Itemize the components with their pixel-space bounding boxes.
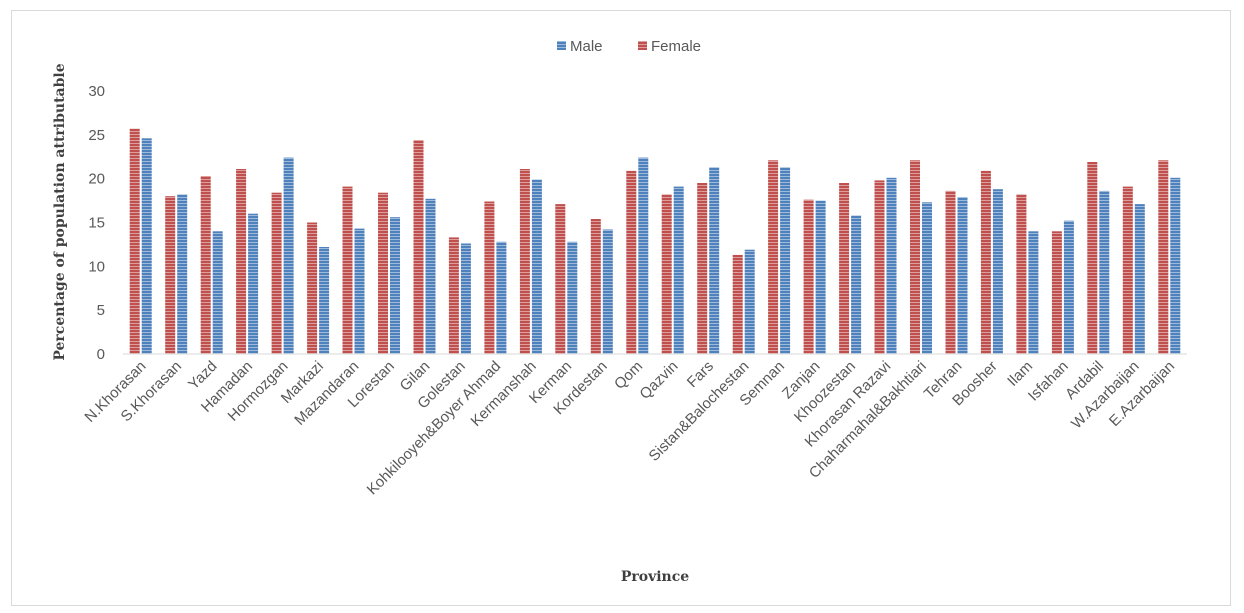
bar-male [1170,177,1181,354]
bar-female [874,180,885,354]
bar-male [354,228,365,354]
bar-male [248,213,259,354]
bar-female [803,199,814,354]
bar-male [709,167,720,354]
bar-female [1087,162,1098,354]
legend: Male Female [557,38,701,55]
bar-female [910,160,920,354]
bar-female [768,160,779,354]
bar-female [980,170,991,354]
bar-male [141,138,152,354]
bar-female [626,170,637,354]
bar-female [484,201,495,354]
bar-male [1028,231,1039,354]
y-axis: 0 5 10 15 20 25 30 [88,83,105,363]
bar-male [992,189,1003,354]
bar-male [1063,220,1074,354]
bar-female [1051,231,1062,354]
y-tick-label: 20 [88,171,105,188]
bar-female [590,219,601,354]
bar-male [744,249,755,354]
bar-female [378,192,388,354]
bar-male [1134,204,1145,354]
y-tick-label: 30 [88,83,105,100]
y-tick-label: 10 [88,258,105,275]
x-axis-title: Province [621,569,689,585]
bar-male [212,231,223,354]
bar-female [732,254,743,354]
bar-male [886,177,897,354]
y-tick-label: 15 [88,215,105,232]
bar-female [1122,186,1133,354]
bar-male [922,202,932,354]
y-axis-title: Percentage of population attributable [52,63,68,360]
bar-male [531,179,542,354]
bar-female [342,186,353,354]
legend-label-female: Female [651,38,701,55]
bar-male [390,217,400,354]
y-tick-label: 0 [97,346,105,363]
bar-female [307,222,318,354]
bar-male [283,157,294,354]
bar-male [673,186,684,354]
y-tick-label: 5 [97,302,105,319]
bar-female [697,183,708,354]
bar-male [815,200,826,354]
bar-female [271,192,282,354]
bar-male [319,247,330,354]
bar-female [555,204,566,354]
bar-male [496,241,507,354]
bar-male [567,241,578,354]
x-tick-label: Qazvin [636,358,681,403]
legend-label-male: Male [570,38,603,55]
bar-female [236,169,247,354]
bar-female [945,190,956,354]
bar-male [851,215,862,354]
bar-male [957,197,968,354]
bar-male [460,243,471,354]
bar-female [1016,194,1027,354]
bar-male [177,194,188,354]
bar-female [448,237,459,354]
bar-female [200,176,211,354]
bar-female [839,183,850,354]
bar-female [519,169,530,354]
bar-male [638,157,649,354]
bar-female [1158,160,1169,354]
legend-swatch-male [557,41,566,50]
bar-male [425,198,436,354]
bar-male [1099,190,1110,354]
bar-male [780,167,791,354]
x-tick-label: Isfahan [1025,358,1072,405]
legend-swatch-female [638,41,647,50]
y-tick-label: 25 [88,127,105,144]
bar-female [165,196,176,354]
bar-female [661,194,672,354]
bar-female [413,140,424,354]
bar-male [602,229,613,354]
bars [129,128,1181,354]
bar-female [129,128,140,354]
